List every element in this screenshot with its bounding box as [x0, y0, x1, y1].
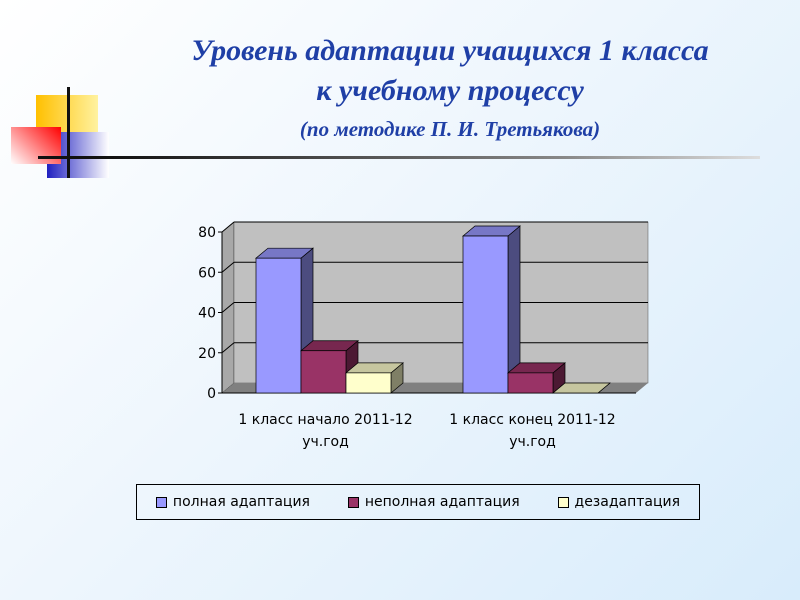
decorative-squares-logo [0, 80, 130, 190]
gridline-side [221, 221, 235, 233]
legend-swatch [347, 496, 359, 508]
y-tick-label: 60 [198, 265, 216, 281]
legend-item: неполная адаптация [347, 494, 520, 510]
legend-label: неполная адаптация [364, 494, 520, 510]
legend-swatch [155, 496, 167, 508]
y-tick-label: 20 [198, 346, 216, 362]
bar [255, 257, 302, 394]
bar [300, 350, 347, 394]
y-tick-label: 80 [198, 225, 216, 241]
gridline-side [221, 302, 235, 313]
y-tick-label: 0 [207, 386, 216, 402]
x-tick-label: уч.год [302, 434, 349, 450]
x-tick-label: уч.год [509, 434, 556, 450]
slide-subtitle: (по методике П. И. Третьякова) [299, 117, 601, 141]
legend-label: дезадаптация [574, 494, 681, 510]
gridline-side [221, 261, 235, 273]
bar-chart: 0 20 40 60 80 1 класс начало 2011-12 уч.год 1 к… [198, 221, 649, 450]
y-tick-label: 40 [198, 306, 216, 322]
legend-label: полная адаптация [172, 494, 310, 510]
slide-title: Уровень адаптации учащихся 1 класса [191, 34, 709, 67]
x-tick-label: 1 класс начало 2011-12 [238, 412, 412, 428]
legend-item: полная адаптация [155, 494, 310, 510]
legend-swatch [557, 496, 569, 508]
legend-item: дезадаптация [557, 494, 681, 510]
title-divider [108, 156, 760, 159]
bar [345, 372, 392, 394]
bar [507, 372, 554, 394]
x-tick-label: 1 класс конец 2011-12 [449, 412, 615, 428]
chart-legend: полная адаптация неполная адаптация дезада… [136, 484, 700, 520]
slide-title-line2: к учебному процессу [316, 74, 584, 107]
bar [462, 235, 509, 394]
bar-top [552, 382, 611, 394]
gridline-side [221, 342, 235, 354]
